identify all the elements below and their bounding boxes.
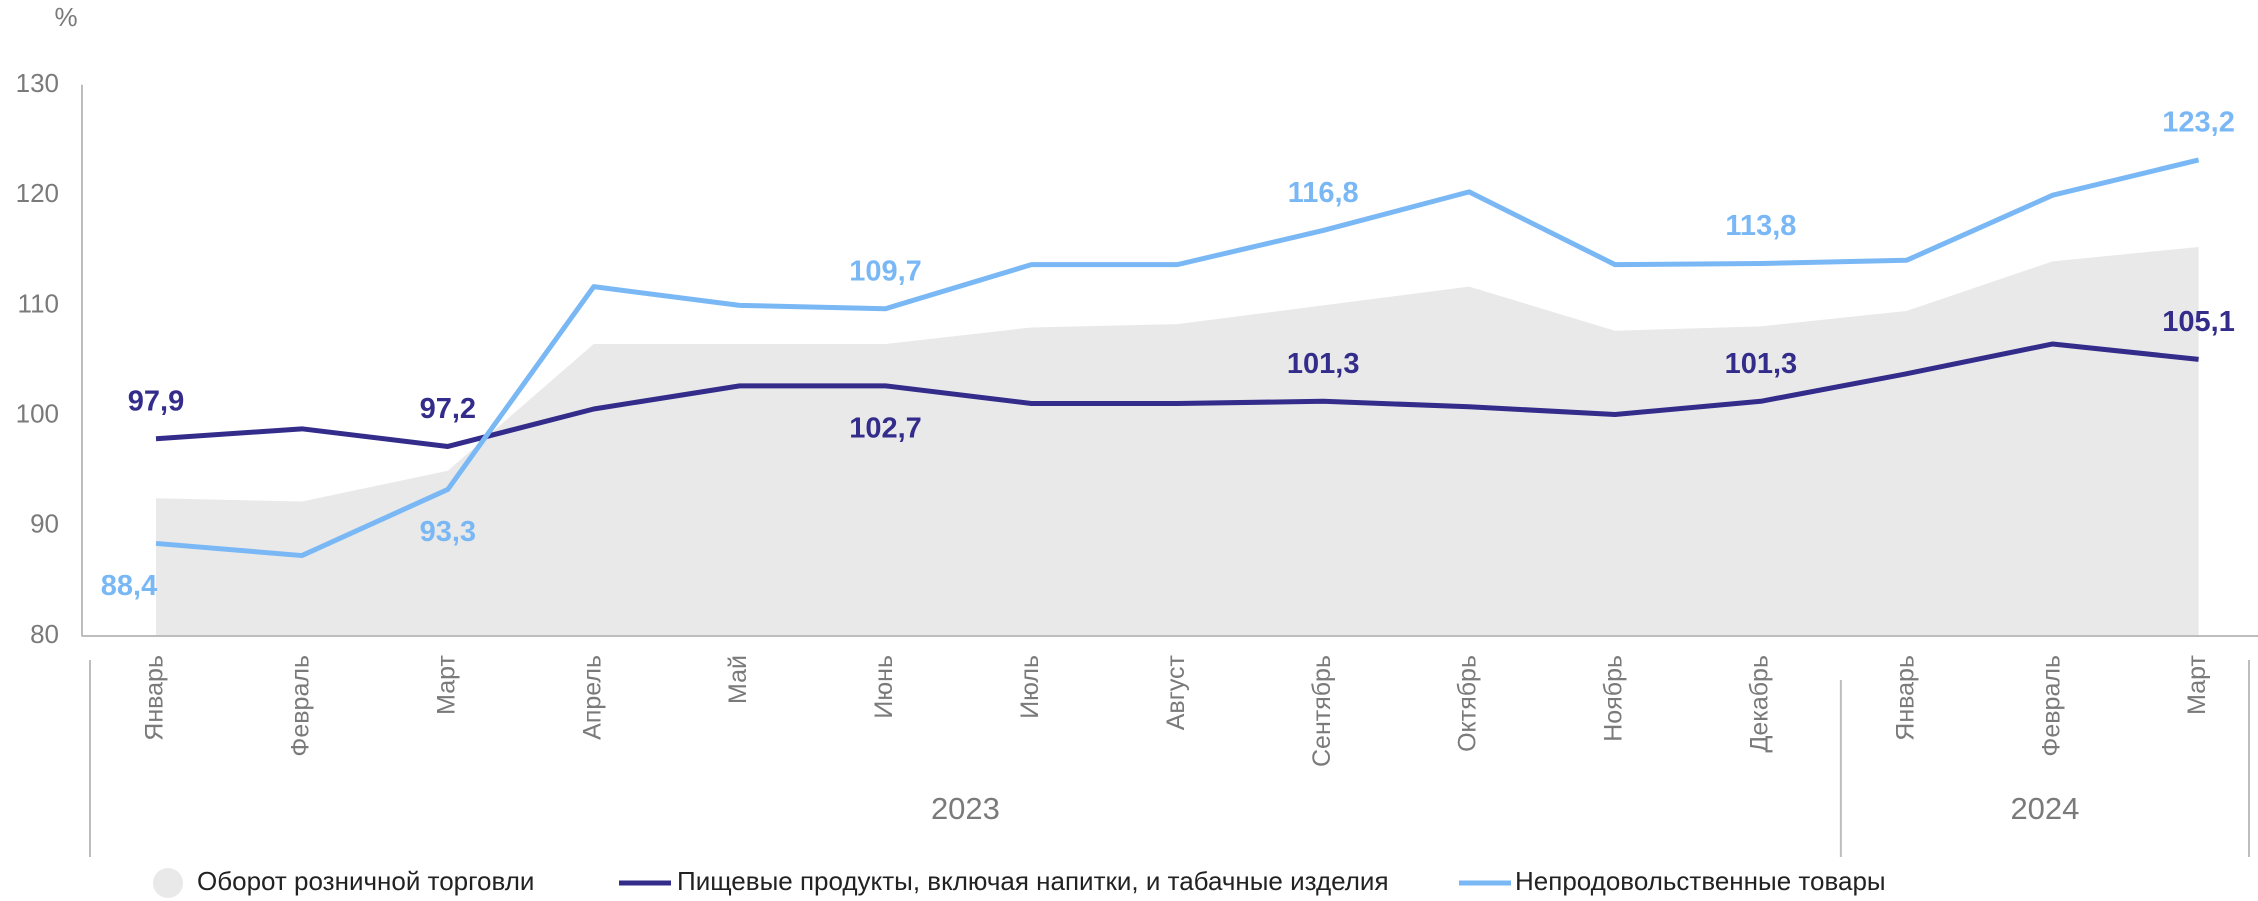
y-tick-label: 80	[30, 619, 59, 649]
y-tick-label: 100	[16, 398, 59, 428]
x-tick-label: Декабрь	[1746, 655, 1774, 752]
x-tick-label: Март	[432, 654, 460, 714]
y-tick-label: 90	[30, 509, 59, 539]
data-label: 101,3	[1725, 348, 1798, 380]
data-label: 97,2	[420, 393, 476, 425]
data-label: 102,7	[849, 413, 922, 445]
data-label: 109,7	[849, 255, 922, 287]
x-tick-label: Май	[724, 655, 752, 704]
data-label: 88,4	[101, 570, 157, 602]
x-tick-label: Сентябрь	[1308, 655, 1336, 767]
line	[155, 157, 2200, 559]
x-tick-label: Август	[1162, 654, 1190, 730]
x-tick-label: Июнь	[870, 655, 898, 719]
group-label: 2023	[931, 791, 1000, 826]
legend-label: Непродовольственные товары	[1515, 866, 1886, 896]
legend-marker	[153, 868, 183, 898]
data-label: 97,9	[128, 385, 184, 417]
y-tick-label: 120	[16, 178, 59, 208]
x-tick-label: Январь	[141, 655, 169, 741]
area	[156, 246, 2199, 636]
group-label: 2024	[2010, 791, 2079, 826]
x-tick-label: Февраль	[287, 655, 315, 757]
data-label: 113,8	[1725, 210, 1796, 242]
x-tick-label: Октябрь	[1454, 655, 1482, 752]
y-tick-label: 110	[18, 288, 59, 318]
y-axis-label: %	[54, 2, 77, 32]
line	[155, 341, 2199, 449]
legend-label: Пищевые продукты, включая напитки, и таб…	[677, 866, 1389, 896]
x-tick-label: Февраль	[2037, 655, 2065, 757]
legend-label: Оборот розничной торговли	[197, 866, 534, 896]
x-tick-label: Январь	[1891, 655, 1919, 741]
data-label: 93,3	[420, 516, 476, 548]
data-label: 105,1	[2162, 306, 2235, 338]
x-tick-label: Июль	[1016, 655, 1044, 719]
x-tick-label: Апрель	[578, 655, 606, 740]
data-label: 101,3	[1287, 348, 1360, 380]
data-label: 123,2	[2162, 107, 2235, 139]
x-tick-label: Ноябрь	[1600, 655, 1628, 742]
data-label: 116,8	[1288, 177, 1359, 209]
x-tick-label: Март	[2183, 654, 2211, 714]
y-tick-label: 130	[16, 68, 59, 98]
